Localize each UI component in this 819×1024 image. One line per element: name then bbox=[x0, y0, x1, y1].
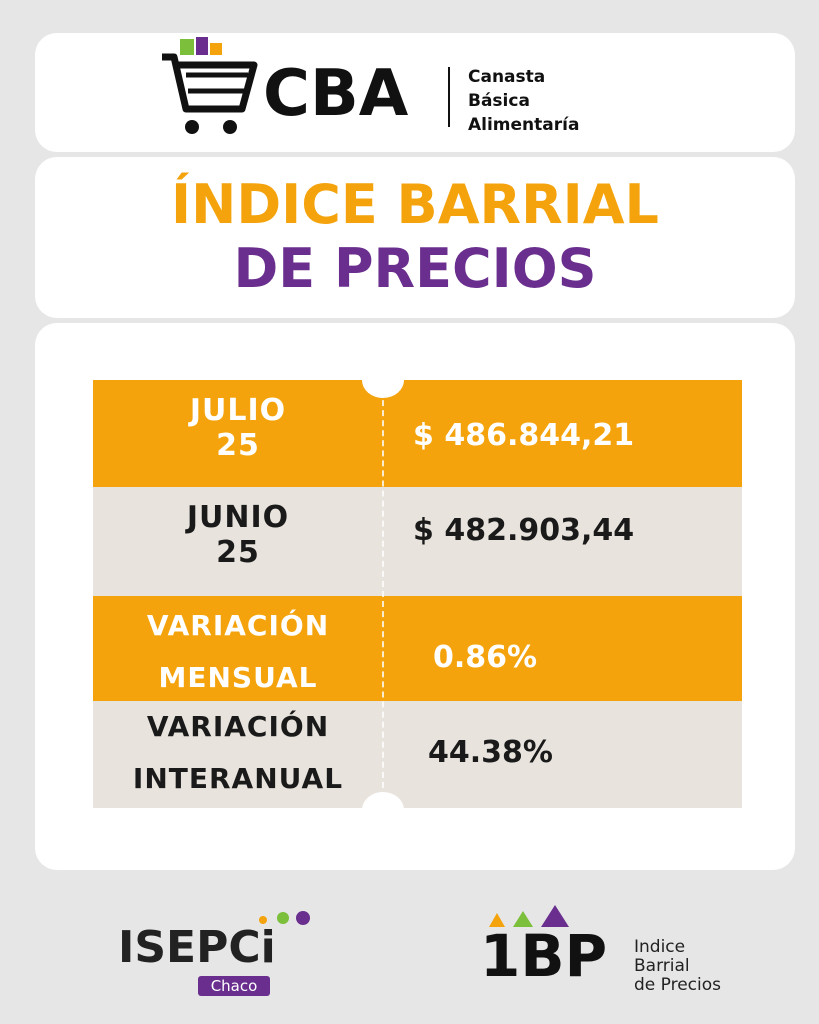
isepci-dots bbox=[259, 911, 310, 925]
row-value: $ 486.844,21 bbox=[413, 418, 635, 453]
ibp-text: Indice Barrial de Precios bbox=[634, 938, 721, 995]
notch bbox=[362, 792, 404, 828]
row-value: 44.38% bbox=[428, 735, 553, 770]
subtitle-line: Canasta bbox=[468, 67, 546, 87]
table-row: VARIACIÓN INTERANUAL 44.38% bbox=[93, 701, 742, 808]
label-line: VARIACIÓN bbox=[146, 609, 330, 642]
label-line: VARIACIÓN bbox=[146, 710, 330, 743]
logo-subtitle: Canasta Básica Alimentaría bbox=[468, 65, 579, 137]
row-label: JUNIO 25 bbox=[93, 500, 383, 570]
divider bbox=[448, 67, 450, 127]
ibp-logo: 1BP bbox=[480, 922, 608, 990]
row-label: JULIO 25 bbox=[93, 393, 383, 463]
logo-text: CBA bbox=[263, 57, 409, 131]
subtitle-line: Básica bbox=[468, 91, 530, 111]
ibp-triangles bbox=[489, 905, 569, 927]
label-line: JULIO bbox=[189, 393, 287, 428]
row-value: $ 482.903,44 bbox=[413, 513, 635, 548]
table-row: JUNIO 25 $ 482.903,44 bbox=[93, 487, 742, 596]
title-card: ÍNDICE BARRIAL DE PRECIOS bbox=[35, 157, 795, 318]
label-line: JUNIO bbox=[186, 500, 290, 535]
label-line: 25 bbox=[216, 427, 260, 463]
isepci-place: Chaco bbox=[198, 976, 270, 996]
label-line: INTERANUAL bbox=[132, 762, 344, 795]
row-value: 0.86% bbox=[433, 640, 538, 675]
subtitle-line: Alimentaría bbox=[468, 115, 580, 135]
column-divider bbox=[382, 380, 384, 808]
isepci-logo: ISEPCi bbox=[118, 922, 276, 973]
table-row: JULIO 25 $ 486.844,21 bbox=[93, 380, 742, 487]
row-label: VARIACIÓN INTERANUAL bbox=[93, 701, 383, 805]
cart-icon bbox=[162, 37, 258, 134]
title-line: ÍNDICE BARRIAL bbox=[171, 173, 659, 236]
table-row: VARIACIÓN MENSUAL 0.86% bbox=[93, 596, 742, 701]
ibp-line: Indice bbox=[634, 937, 686, 957]
row-label: VARIACIÓN MENSUAL bbox=[93, 600, 383, 704]
label-line: 25 bbox=[216, 534, 260, 570]
title-line: DE PRECIOS bbox=[233, 237, 597, 300]
label-line: MENSUAL bbox=[158, 661, 318, 694]
ibp-line: de Precios bbox=[634, 975, 722, 995]
header-card: CBA Canasta Básica Alimentaría bbox=[35, 33, 795, 152]
ibp-line: Barrial bbox=[634, 956, 690, 976]
notch bbox=[362, 362, 404, 398]
